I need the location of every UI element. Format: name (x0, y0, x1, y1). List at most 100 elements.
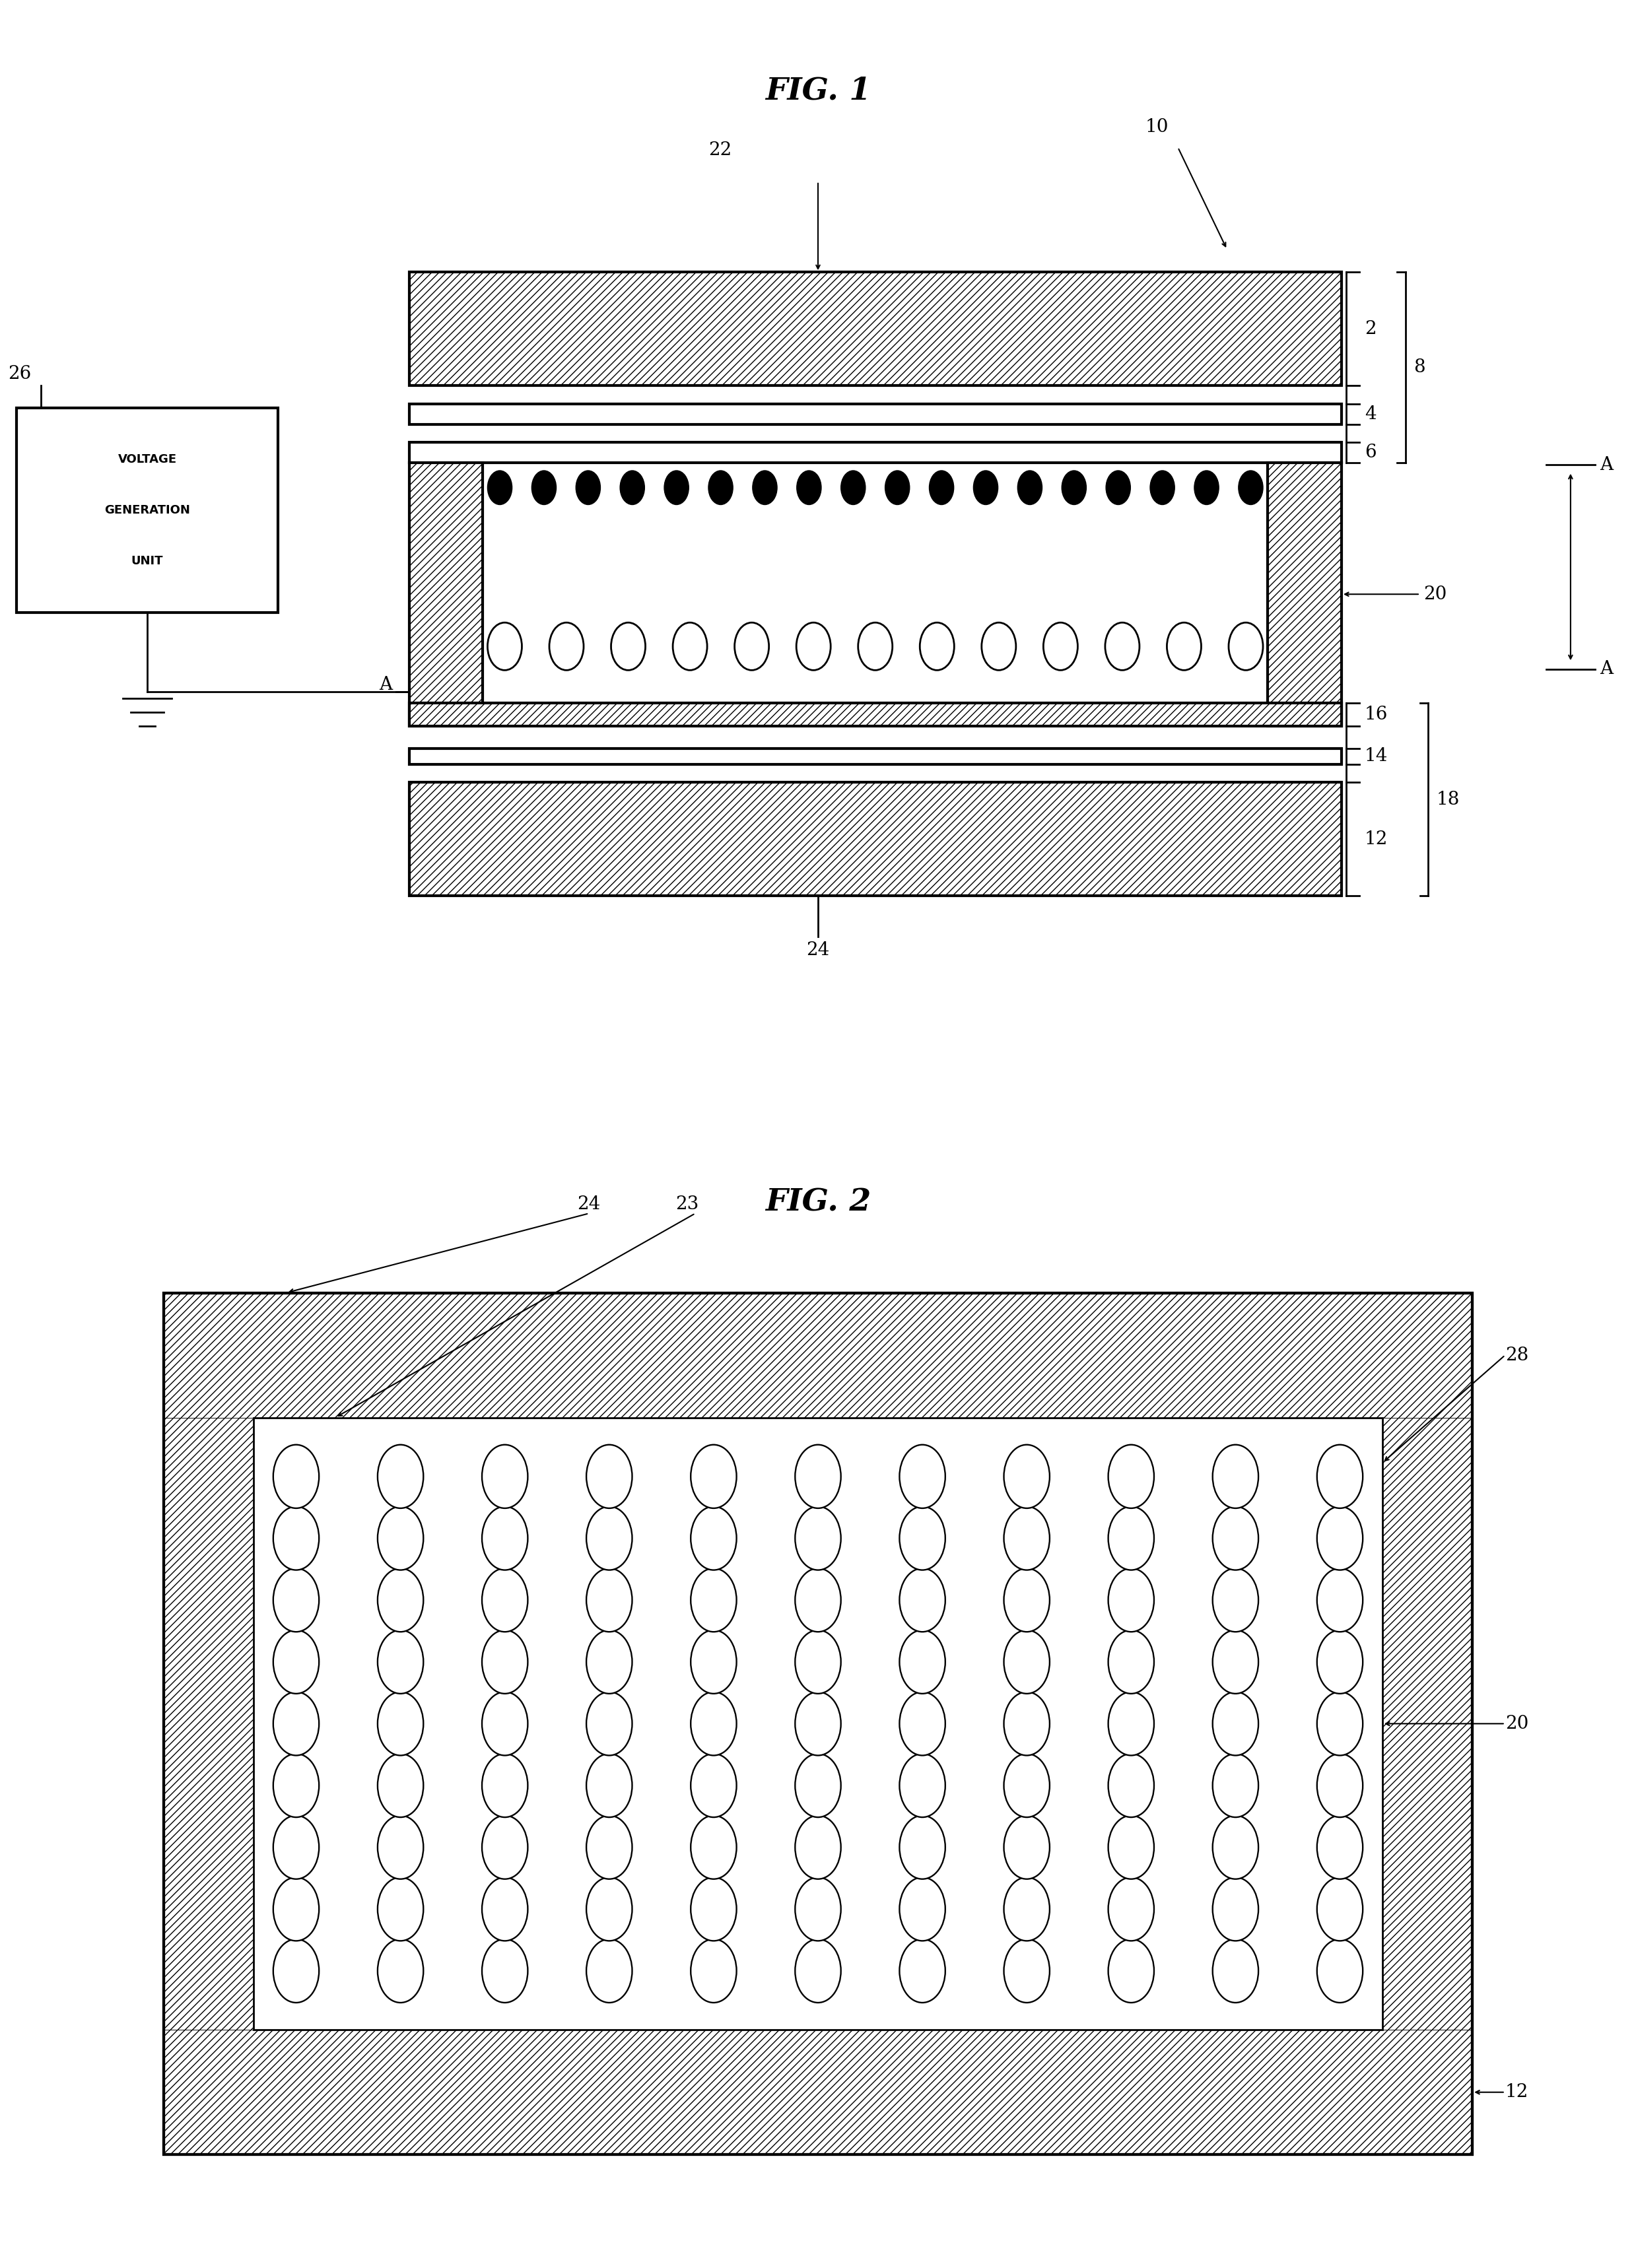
Circle shape (708, 472, 733, 506)
Circle shape (753, 472, 777, 506)
Circle shape (1317, 1878, 1363, 1941)
Bar (164, 1418, 254, 2030)
Circle shape (1317, 1939, 1363, 2003)
Circle shape (795, 1753, 841, 1817)
Circle shape (1005, 1506, 1050, 1569)
Circle shape (1044, 624, 1078, 671)
Text: A: A (380, 676, 393, 694)
Bar (164, 1293, 1472, 1418)
Text: 23: 23 (676, 1195, 699, 1213)
Circle shape (672, 624, 707, 671)
Text: 28: 28 (1505, 1347, 1528, 1363)
Circle shape (586, 1939, 631, 2003)
Circle shape (690, 1506, 736, 1569)
Circle shape (378, 1506, 424, 1569)
Circle shape (900, 1631, 946, 1694)
Circle shape (586, 1814, 631, 1878)
Bar (409, 748, 1342, 764)
Circle shape (483, 1506, 528, 1569)
Circle shape (586, 1445, 631, 1508)
Circle shape (690, 1445, 736, 1508)
Circle shape (1212, 1878, 1258, 1941)
Bar (164, 2030, 1472, 2155)
Circle shape (1005, 1569, 1050, 1633)
Text: 10: 10 (1145, 118, 1168, 136)
Circle shape (273, 1814, 319, 1878)
Circle shape (795, 1445, 841, 1508)
Bar (1268, 463, 1342, 726)
Circle shape (1317, 1445, 1363, 1508)
Circle shape (900, 1692, 946, 1755)
Circle shape (273, 1631, 319, 1694)
Circle shape (1317, 1506, 1363, 1569)
Circle shape (900, 1506, 946, 1569)
Circle shape (1005, 1631, 1050, 1694)
Circle shape (690, 1878, 736, 1941)
Circle shape (273, 1753, 319, 1817)
Circle shape (795, 1939, 841, 2003)
Bar (254, 1418, 1382, 2030)
Circle shape (1108, 1569, 1153, 1633)
Text: FIG. 1: FIG. 1 (766, 75, 870, 107)
Circle shape (1317, 1692, 1363, 1755)
Circle shape (483, 1939, 528, 2003)
Circle shape (488, 624, 522, 671)
Text: 20: 20 (1505, 1715, 1528, 1733)
Circle shape (1317, 1569, 1363, 1633)
Text: 12: 12 (1505, 2084, 1528, 2100)
Circle shape (1108, 1814, 1153, 1878)
Circle shape (857, 624, 893, 671)
Circle shape (900, 1878, 946, 1941)
Text: GENERATION: GENERATION (105, 503, 190, 517)
Bar (164, 2030, 1472, 2155)
Bar (409, 463, 483, 726)
Circle shape (900, 1814, 946, 1878)
Circle shape (690, 1753, 736, 1817)
Circle shape (1212, 1631, 1258, 1694)
Circle shape (1018, 472, 1042, 506)
Circle shape (483, 1631, 528, 1694)
Circle shape (919, 624, 954, 671)
Circle shape (1212, 1814, 1258, 1878)
Circle shape (797, 624, 831, 671)
Bar (16, 408, 278, 612)
Circle shape (900, 1939, 946, 2003)
Circle shape (1005, 1692, 1050, 1755)
Circle shape (900, 1753, 946, 1817)
Circle shape (1212, 1939, 1258, 2003)
Circle shape (1238, 472, 1263, 506)
Text: 24: 24 (807, 941, 829, 959)
Circle shape (576, 472, 600, 506)
Circle shape (1212, 1692, 1258, 1755)
Circle shape (795, 1814, 841, 1878)
Circle shape (378, 1939, 424, 2003)
Circle shape (378, 1631, 424, 1694)
Circle shape (1212, 1445, 1258, 1508)
Circle shape (1108, 1692, 1153, 1755)
Circle shape (1108, 1445, 1153, 1508)
Circle shape (900, 1569, 946, 1633)
Circle shape (483, 1692, 528, 1755)
Circle shape (273, 1569, 319, 1633)
Text: 2: 2 (1364, 320, 1376, 338)
Circle shape (378, 1753, 424, 1817)
Text: 22: 22 (708, 141, 731, 159)
Circle shape (664, 472, 689, 506)
Circle shape (1194, 472, 1219, 506)
Text: 18: 18 (1436, 792, 1459, 807)
Circle shape (795, 1878, 841, 1941)
Circle shape (973, 472, 998, 506)
Circle shape (550, 624, 584, 671)
Circle shape (586, 1506, 631, 1569)
Circle shape (586, 1753, 631, 1817)
Bar (409, 463, 483, 726)
Text: UNIT: UNIT (131, 556, 164, 567)
Circle shape (690, 1692, 736, 1755)
Circle shape (378, 1878, 424, 1941)
Text: FIG. 2: FIG. 2 (766, 1186, 870, 1218)
Bar (409, 272, 1342, 386)
Bar (409, 442, 1342, 463)
Bar (409, 703, 1342, 726)
Circle shape (1005, 1878, 1050, 1941)
Bar (409, 782, 1342, 896)
